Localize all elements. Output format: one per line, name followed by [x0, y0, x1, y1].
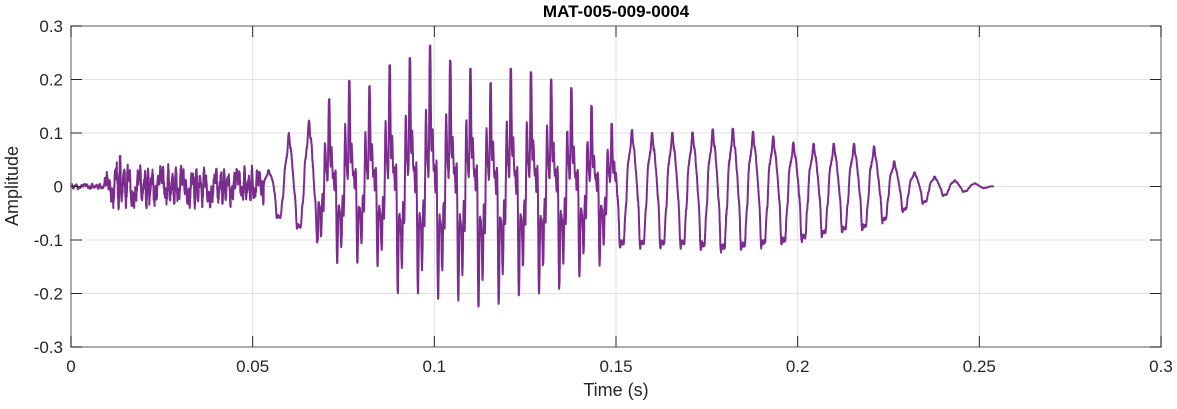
y-tick-label: 0 — [54, 178, 63, 197]
x-tick-label: 0.05 — [236, 357, 269, 376]
waveform-line — [70, 44, 995, 308]
x-tick-label: 0.25 — [963, 357, 996, 376]
y-axis-label: Amplitude — [2, 146, 22, 226]
y-tick-label: 0.1 — [39, 124, 63, 143]
x-axis-label: Time (s) — [583, 380, 648, 400]
ticks: 0 0.05 0.1 0.15 0.2 0.25 0.3 -0.3 -0.2 -0.1 0 0.1 0.… — [34, 17, 1173, 376]
y-tick-label: 0.2 — [39, 71, 63, 90]
y-tick-label: -0.3 — [34, 338, 63, 357]
y-tick-label: 0.3 — [39, 17, 63, 36]
x-tick-label: 0.1 — [423, 357, 447, 376]
chart-title: MAT-005-009-0004 — [543, 2, 690, 21]
x-tick-label: 0.3 — [1149, 357, 1173, 376]
y-tick-label: -0.2 — [34, 285, 63, 304]
x-tick-label: 0 — [66, 357, 75, 376]
x-tick-label: 0.15 — [599, 357, 632, 376]
y-tick-label: -0.1 — [34, 231, 63, 250]
x-tick-label: 0.2 — [786, 357, 810, 376]
